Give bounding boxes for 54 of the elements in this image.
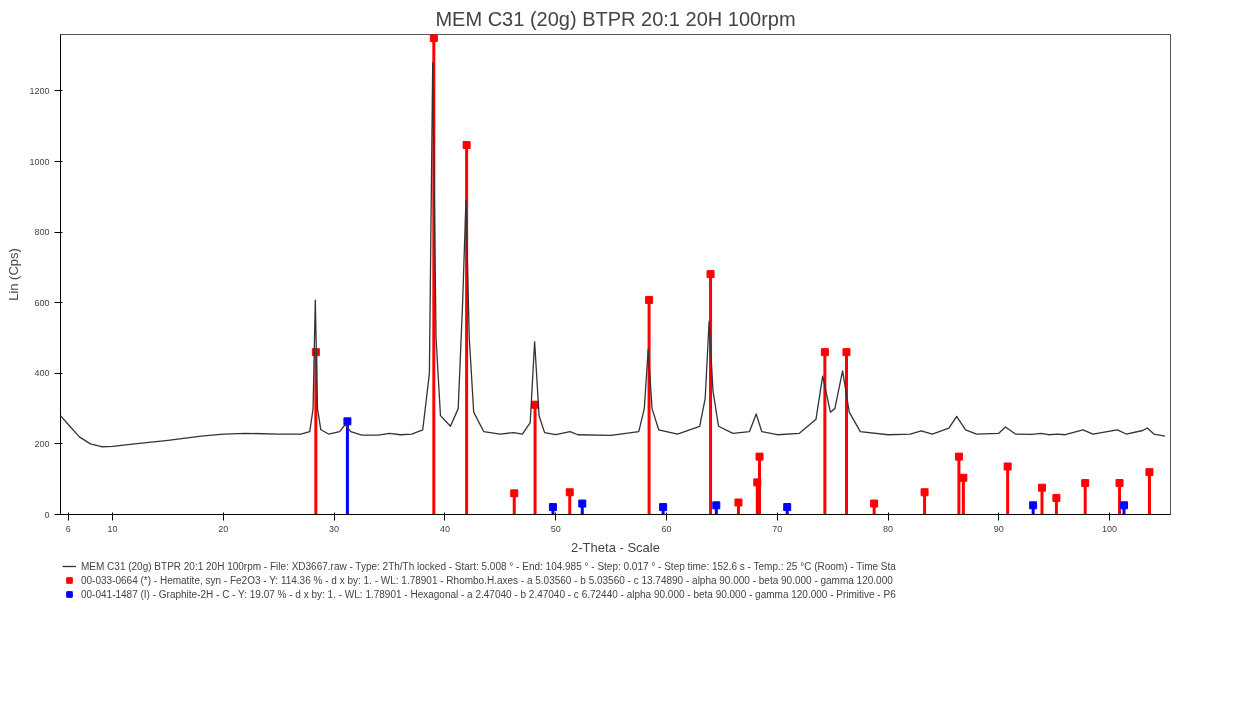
chart-title: MEM C31 (20g) BTPR 20:1 20H 100rpm <box>435 7 796 30</box>
point <box>645 295 654 304</box>
point <box>920 488 929 497</box>
point <box>842 348 851 357</box>
point <box>462 140 471 149</box>
y-tick-label: 0 <box>44 509 50 520</box>
legend-label: 00-033-0664 (*) - Hematite, syn - Fe2O3 - Y: 114.36 % - d x by: 1. - WL: 1.78901 - Rhombo.H.axes - a 5.03560 - b 5.03560 - c 13.74890 - alpha 90.000 - beta 90.000 - gamma 120.000 <box>81 573 893 587</box>
point <box>959 473 968 482</box>
point <box>1145 468 1154 477</box>
line-series <box>59 62 1166 448</box>
x-tick-label: 60 <box>661 523 672 534</box>
point <box>578 499 587 508</box>
point <box>753 478 762 487</box>
y-tick-label: 800 <box>34 227 50 238</box>
point <box>1052 493 1061 502</box>
point <box>510 489 519 498</box>
point <box>820 348 829 357</box>
y-tick-label: 1200 <box>29 85 50 96</box>
point <box>706 270 715 279</box>
x-tick-label: 100 <box>1102 523 1118 534</box>
point <box>429 34 438 43</box>
point <box>565 488 574 497</box>
y-tick-label: 400 <box>34 368 50 379</box>
y-axis-title: Lin (Cps) <box>6 248 22 301</box>
point <box>1115 479 1124 488</box>
point <box>1081 479 1090 488</box>
legend-label: MEM C31 (20g) BTPR 20:1 20H 100rpm - File: XD3667.raw - Type: 2Th/Th locked - Start: 5.008 ° - End: 104.985 ° - Step: 0.017 ° - Step time: 152.6 s - Temp.: 25 °C (Room) - Time Sta <box>81 559 896 573</box>
point <box>1119 501 1128 510</box>
point <box>755 452 764 461</box>
x-tick-label: 70 <box>772 523 783 534</box>
x-tick-label: 30 <box>329 523 340 534</box>
x-tick-label: 80 <box>883 523 894 534</box>
point <box>783 503 792 512</box>
point <box>548 503 557 512</box>
legend-label: 00-041-1487 (I) - Graphite-2H - C - Y: 19.07 % - d x by: 1. - WL: 1.78901 - Hexagonal - a 2.47040 - b 2.47040 - c 6.72440 - alpha 90.000 - beta 90.000 - gamma 120.000 - Primitive - P6 <box>81 587 896 601</box>
x-tick-label: 20 <box>218 523 229 534</box>
x-tick-label: 40 <box>439 523 450 534</box>
point <box>870 499 879 508</box>
point <box>954 452 963 461</box>
point <box>734 498 743 507</box>
y-tick-label: 1000 <box>29 156 50 167</box>
x-tick-label: 10 <box>107 523 118 534</box>
point <box>1003 462 1012 471</box>
y-tick-label: 200 <box>34 438 50 449</box>
y-tick-label: 600 <box>34 297 50 308</box>
x-tick-label: 6 <box>65 523 71 534</box>
point <box>1038 483 1046 492</box>
point <box>1029 501 1038 510</box>
x-tick-label: 50 <box>550 523 561 534</box>
point <box>712 501 721 510</box>
point <box>343 417 352 426</box>
point <box>659 503 668 512</box>
x-axis-title: 2-Theta - Scale <box>571 539 660 555</box>
x-tick-label: 90 <box>993 523 1004 534</box>
